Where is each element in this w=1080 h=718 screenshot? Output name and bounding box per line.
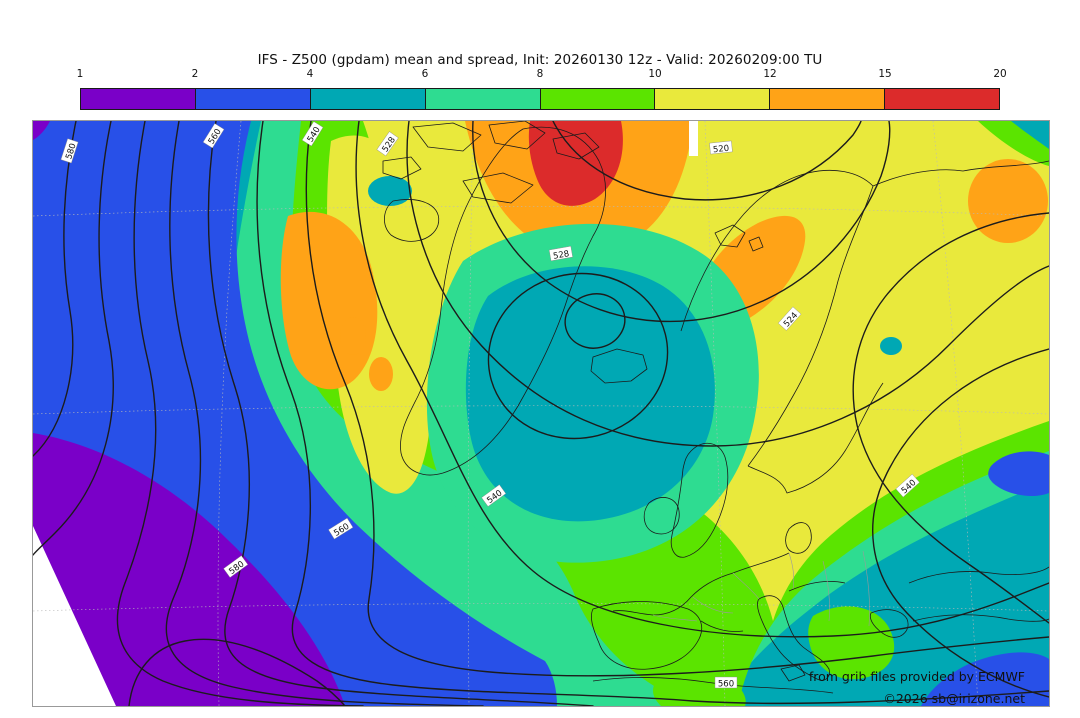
colorbar-tick-label: 1 xyxy=(76,68,84,80)
chart-title: IFS - Z500 (gpdam) mean and spread, Init… xyxy=(257,52,823,68)
coastlines xyxy=(382,121,1049,694)
attribution-source: from grib files provided by ECMWF xyxy=(809,669,1025,684)
svg-text:520: 520 xyxy=(713,144,730,156)
map-frame: 580 560 540 528 520 524 528 540 540 560 580 560 fro… xyxy=(32,120,1050,707)
country-borders xyxy=(652,550,870,627)
svg-text:580: 580 xyxy=(64,142,79,161)
contour-label: 528 xyxy=(548,245,573,262)
colorbar-tick-label: 20 xyxy=(993,68,1007,80)
svg-text:528: 528 xyxy=(552,249,570,262)
colorbar-segment xyxy=(655,89,771,109)
colorbar-segment xyxy=(770,89,886,109)
attribution-copyright: ©2026 sb@irizone.net xyxy=(883,691,1025,706)
contour-label: 580 xyxy=(60,138,79,164)
colorbar-tick-label: 8 xyxy=(536,68,544,80)
colorbar-segment xyxy=(81,89,196,109)
z500-mean-contours xyxy=(33,121,1049,706)
colorbar xyxy=(80,88,1000,110)
colorbar-tick-label: 4 xyxy=(306,68,314,80)
svg-text:560: 560 xyxy=(718,680,734,690)
colorbar-tick-label: 2 xyxy=(191,68,199,80)
contour-label: 560 xyxy=(714,676,738,690)
colorbar-tick-label: 6 xyxy=(421,68,429,80)
colorbar-segment xyxy=(195,89,311,109)
colorbar-segment xyxy=(310,89,426,109)
spread-field xyxy=(33,121,1049,706)
colorbar-tick-label: 12 xyxy=(763,68,777,80)
colorbar-tick-label: 10 xyxy=(648,68,662,80)
colorbar-segment xyxy=(540,89,656,109)
colorbar-tick-labels: 1 2 4 6 8 10 12 15 20 xyxy=(76,68,1007,82)
colorbar-segment xyxy=(885,89,999,109)
contour-label: 520 xyxy=(709,140,733,156)
colorbar-tick-label: 15 xyxy=(878,68,892,80)
colorbar-segment xyxy=(425,89,541,109)
